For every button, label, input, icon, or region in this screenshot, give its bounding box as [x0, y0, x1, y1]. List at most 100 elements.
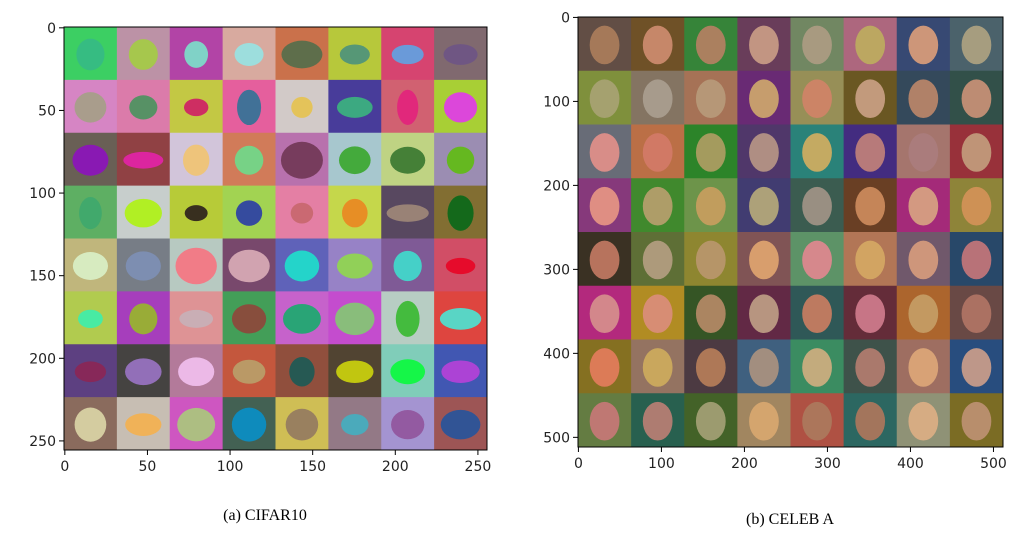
image-tile: [222, 238, 276, 292]
tile-subject: [123, 151, 164, 169]
image-tile: [275, 238, 329, 292]
tile-subject: [231, 407, 267, 442]
tile-subject: [386, 204, 429, 222]
image-tile: [737, 393, 791, 448]
image-tile: [896, 393, 951, 448]
tile-subject: [291, 96, 313, 118]
tile-subject: [125, 413, 162, 436]
y-tick-label: 400: [543, 346, 570, 362]
image-tile: [222, 132, 276, 187]
image-tile: [684, 17, 738, 72]
tile-subject: [440, 409, 481, 440]
tile-subject: [446, 146, 475, 174]
tile-subject: [182, 144, 210, 176]
image-tile: [64, 291, 118, 345]
tile-subject: [589, 294, 620, 334]
image-tile: [381, 132, 435, 187]
tile-subject: [695, 401, 726, 441]
image-tile: [169, 79, 224, 134]
y-tick-label: 0: [561, 10, 570, 26]
caption: (b) CELEB A: [746, 511, 834, 528]
image-tile: [169, 185, 224, 239]
image-tile: [790, 17, 845, 72]
tile-subject: [589, 240, 620, 280]
tile-subject: [390, 359, 426, 385]
image-tile: [949, 124, 1004, 179]
tile-subject: [695, 186, 726, 226]
x-tick-label: 100: [648, 456, 675, 472]
image-tile: [328, 344, 382, 398]
tile-subject: [695, 240, 726, 280]
image-tile: [434, 79, 488, 134]
image-tile: [328, 291, 382, 345]
axes-frame: [577, 16, 1004, 448]
tile-subject: [589, 186, 620, 226]
tile-subject: [342, 198, 368, 228]
tile-subject: [749, 133, 779, 172]
image-tile: [843, 124, 898, 179]
image-tile: [737, 339, 791, 394]
image-tile: [949, 232, 1004, 287]
image-tile: [64, 344, 118, 398]
image-tile: [169, 132, 224, 187]
image-tile: [578, 70, 632, 125]
tile-subject: [642, 25, 673, 65]
tile-subject: [335, 302, 375, 336]
image-tile: [222, 397, 276, 451]
tile-subject: [395, 300, 420, 337]
x-tick-label: 200: [382, 459, 409, 475]
tile-subject: [339, 44, 370, 65]
y-tick-label: 100: [543, 94, 570, 110]
tile-subject: [961, 133, 992, 172]
y-tick-label: 200: [543, 178, 570, 194]
tile-subject: [695, 133, 726, 172]
image-tile: [381, 27, 435, 81]
tile-subject: [749, 25, 779, 65]
tile-subject: [231, 304, 267, 334]
tile-subject: [749, 348, 779, 387]
tile-subject: [282, 303, 321, 334]
image-tile: [737, 285, 791, 340]
image-tile: [169, 238, 224, 292]
image-tile: [222, 27, 276, 81]
tile-subject: [749, 186, 779, 226]
x-tick-label: 300: [814, 456, 841, 472]
image-tile: [381, 397, 435, 451]
image-tile: [328, 79, 382, 134]
image-tile: [434, 344, 488, 398]
image-tile: [64, 79, 118, 134]
image-tile: [116, 27, 171, 81]
image-tile: [631, 339, 685, 394]
image-tile: [578, 232, 632, 287]
tile-subject: [802, 401, 832, 441]
image-tile: [64, 132, 118, 187]
image-tile: [578, 17, 632, 72]
x-tick-label: 250: [465, 459, 492, 475]
tile-subject: [74, 92, 107, 123]
image-tile: [434, 397, 488, 451]
tile-subject: [124, 198, 162, 228]
image-tile: [116, 291, 171, 345]
x-tick-label: 0: [60, 459, 69, 475]
tile-subject: [855, 25, 886, 65]
image-tile: [381, 291, 435, 345]
tile-subject: [642, 79, 673, 119]
image-tile: [116, 344, 171, 398]
image-tile: [434, 291, 488, 345]
tile-subject: [79, 197, 102, 230]
image-tile: [949, 17, 1004, 72]
x-tick-label: 200: [731, 456, 758, 472]
tile-subject: [74, 361, 107, 383]
tile-subject: [908, 25, 939, 65]
tile-subject: [855, 401, 886, 441]
tile-subject: [280, 141, 323, 179]
tile-subject: [855, 294, 886, 334]
image-tile: [116, 238, 171, 292]
tile-subject: [961, 186, 992, 226]
tile-subject: [642, 348, 673, 387]
image-tile: [64, 27, 118, 81]
tile-subject: [589, 25, 620, 65]
image-tile: [328, 185, 382, 239]
tile-subject: [749, 401, 779, 441]
image-tile: [328, 27, 382, 81]
